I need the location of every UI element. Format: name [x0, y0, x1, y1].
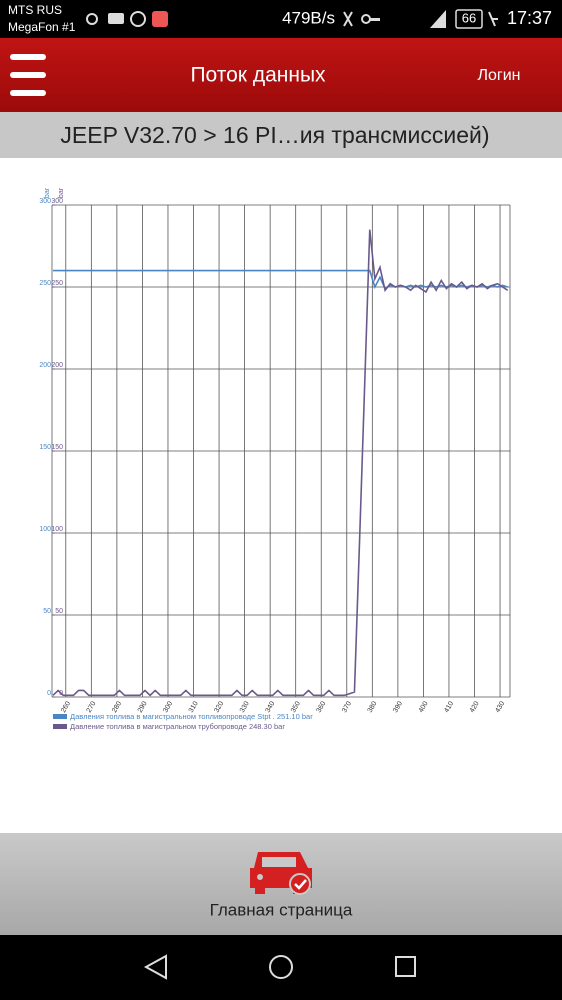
y-tick-label: 250 [39, 280, 51, 287]
y2-tick-label: 50 [55, 608, 63, 615]
status-bar [0, 0, 562, 38]
y2-axis-label: bar [58, 187, 65, 198]
x-tick-label: 260 [60, 700, 72, 714]
x-tick-label: 380 [367, 700, 379, 714]
series-line [53, 269, 508, 290]
x-tick-label: 330 [239, 700, 251, 714]
x-tick-label: 370 [341, 700, 353, 714]
x-tick-label: 300 [162, 700, 174, 714]
battery [455, 9, 483, 29]
legend-label: Давление топлива в магистральном трубопр… [70, 722, 285, 731]
y2-tick-label: 150 [51, 444, 63, 451]
clock: 17:37 [507, 8, 552, 28]
y-tick-label: 0 [47, 690, 51, 697]
x-tick-label: 320 [213, 700, 225, 714]
home-button[interactable] [269, 955, 293, 979]
x-tick-label: 280 [111, 700, 123, 714]
breadcrumb-bar [0, 112, 562, 158]
legend-swatch [53, 714, 67, 719]
menu-button[interactable] [10, 54, 46, 96]
y2-tick-label: 300 [51, 198, 63, 205]
carrier: MegaFon #1 [8, 20, 76, 34]
x-tick-label: 350 [290, 700, 302, 714]
status-icons [343, 10, 446, 28]
x-tick-label: 400 [418, 700, 430, 714]
x-tick-label: 360 [316, 700, 328, 714]
login-button[interactable]: Логин [477, 67, 520, 84]
legend-label: Давления топлива в магистральном топливо… [70, 712, 313, 721]
x-tick-label: 410 [443, 700, 455, 714]
x-tick-label: 430 [494, 700, 506, 714]
x-tick-label: 310 [188, 700, 200, 714]
series-line [52, 229, 509, 697]
x-tick-label: 290 [137, 700, 149, 714]
y2-tick-label: 200 [51, 362, 63, 369]
x-tick-label: 390 [392, 700, 404, 714]
y-tick-label: 200 [39, 362, 51, 369]
battery-level: 66 [462, 10, 476, 25]
y2-tick-label: 100 [51, 526, 63, 533]
y-tick-label: 300 [39, 198, 51, 205]
y-tick-label: 150 [39, 444, 51, 451]
legend-swatch [53, 724, 67, 729]
carrier: MTS RUS [8, 3, 62, 17]
x-tick-label: 270 [86, 700, 98, 714]
y-tick-label: 50 [43, 608, 51, 615]
breadcrumb: JEEP V32.70 > 16 PI…ия трансмиссией) [60, 122, 489, 148]
y-tick-label: 100 [39, 526, 51, 533]
back-button[interactable] [143, 954, 167, 980]
y2-tick-label: 250 [51, 280, 63, 287]
y-axis-label: bar [44, 187, 51, 198]
recents-button[interactable] [395, 956, 416, 977]
home-icon[interactable] [250, 852, 312, 895]
net-speed: 479B/s [282, 8, 335, 27]
x-tick-label: 420 [469, 700, 481, 714]
x-tick-label: 340 [264, 700, 276, 714]
nav-bar [0, 935, 562, 1000]
status-icons [86, 11, 168, 27]
app-header [0, 38, 562, 112]
home-label[interactable]: Главная страница [210, 900, 353, 919]
header-title: Поток данных [190, 64, 326, 87]
